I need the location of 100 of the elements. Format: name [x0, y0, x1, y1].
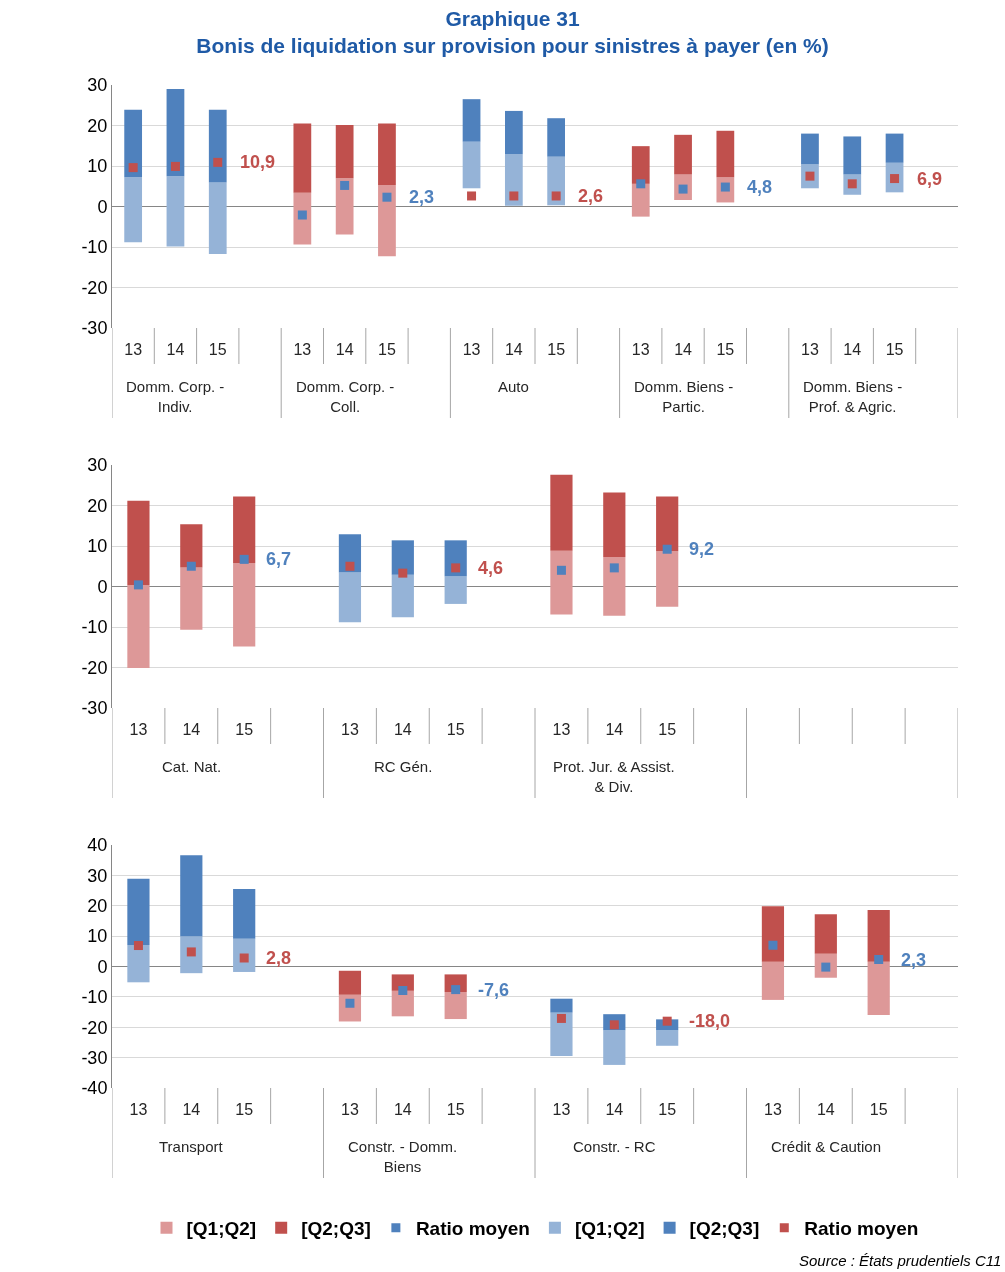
bar [603, 492, 626, 557]
bar [166, 89, 185, 177]
x-tick-label: 15 [716, 341, 735, 358]
data-label: 2,3 [409, 187, 435, 207]
point [297, 210, 307, 220]
point [609, 563, 619, 573]
y-tick-label: -30 [81, 318, 108, 339]
bar [233, 889, 256, 939]
y-tick-label: 0 [97, 576, 108, 597]
point [551, 191, 561, 201]
bar [674, 134, 692, 175]
x-tick-label: 15 [446, 1101, 465, 1118]
x-tick-label: 13 [552, 1101, 571, 1118]
y-tick-label: -10 [81, 987, 108, 1008]
x-tick-label: 15 [658, 1101, 677, 1118]
bar [801, 133, 819, 165]
point [239, 554, 249, 564]
bar [656, 496, 679, 552]
y-tick-label: -10 [81, 617, 108, 638]
text: Transport [159, 1138, 224, 1155]
point [768, 940, 778, 950]
text: RC Gén. [374, 758, 433, 775]
x-tick-label: 15 [208, 341, 227, 358]
y-tick-label: 20 [87, 896, 108, 917]
bar [656, 1030, 679, 1046]
y-tick-label: -10 [81, 237, 108, 258]
legend-label: [Q1;Q2] [186, 1218, 257, 1240]
point [213, 157, 223, 167]
y-tick-label: 20 [87, 115, 108, 136]
point [133, 580, 143, 590]
x-tick-label: 15 [547, 341, 566, 358]
x-tick-label: 13 [552, 721, 571, 738]
x-tick-label: 14 [674, 341, 693, 358]
bar [547, 156, 566, 206]
y-tick-label: -30 [81, 1047, 108, 1068]
y-tick-label: 20 [87, 495, 108, 516]
data-label: 2,8 [266, 948, 292, 968]
x-tick-label: 13 [801, 341, 819, 358]
x-tick-label: 14 [182, 721, 201, 738]
x-tick-label: 13 [341, 1101, 359, 1118]
bar [550, 550, 573, 615]
y-tick-label: -20 [81, 277, 108, 298]
bar [124, 109, 143, 178]
bar [550, 474, 573, 551]
x-tick-label: 13 [341, 721, 359, 738]
bar [127, 878, 150, 945]
x-tick-label: 15 [378, 341, 396, 358]
bar [391, 990, 414, 1017]
bar [208, 182, 227, 254]
x-tick-label: 15 [235, 1101, 254, 1118]
text: Domm. Biens - Prof. & Agric. [803, 378, 903, 415]
bar [180, 855, 203, 937]
x-tick-label: 14 [605, 1101, 624, 1118]
bar [462, 141, 481, 189]
bar [885, 133, 904, 163]
point [662, 544, 672, 554]
point [451, 985, 461, 995]
bar [293, 192, 312, 245]
point [467, 191, 477, 201]
text: Domm. Corp. - Coll. [296, 378, 395, 415]
y-tick-label: -20 [81, 1017, 108, 1038]
bar [547, 118, 566, 157]
bar [127, 500, 150, 586]
bar [166, 176, 185, 247]
bar [761, 961, 785, 1000]
legend-label: Ratio moyen [415, 1218, 530, 1240]
bar [338, 572, 362, 623]
x-tick-label: 14 [166, 341, 185, 358]
x-tick-label: 15 [885, 341, 904, 358]
bar [843, 136, 862, 175]
data-label: 6,9 [917, 169, 943, 189]
data-label: -7,6 [478, 980, 510, 1000]
x-tick-label: 15 [446, 721, 465, 738]
data-label: 9,2 [689, 539, 715, 559]
y-tick-label: -30 [81, 698, 108, 719]
bar [814, 914, 837, 954]
x-tick-label: 13 [293, 341, 312, 358]
x-tick-label: 14 [816, 1101, 835, 1118]
point [128, 163, 138, 173]
source-note: Source : États prudentiels C11 [799, 1252, 1002, 1269]
bar [603, 1030, 626, 1065]
legend-label: [Q1;Q2] [574, 1218, 645, 1240]
bar [656, 551, 679, 607]
text: Constr. - RC [573, 1138, 656, 1155]
bar [180, 936, 203, 974]
y-tick-label: 30 [87, 865, 108, 886]
x-tick-label: 15 [658, 721, 677, 738]
chart-title: Graphique 31 [445, 7, 580, 30]
bar [127, 944, 150, 983]
legend-label: Ratio moyen [804, 1218, 919, 1240]
text: Prot. Jur. & Assist. & Div. [553, 758, 675, 795]
data-label: -18,0 [689, 1011, 731, 1031]
bar [335, 178, 354, 235]
bar [233, 496, 256, 564]
bar [504, 154, 523, 206]
data-label: 2,3 [901, 950, 927, 970]
bar [603, 556, 626, 616]
point [556, 1013, 566, 1023]
y-tick-label: 40 [87, 835, 108, 856]
y-tick-label: -20 [81, 657, 108, 678]
